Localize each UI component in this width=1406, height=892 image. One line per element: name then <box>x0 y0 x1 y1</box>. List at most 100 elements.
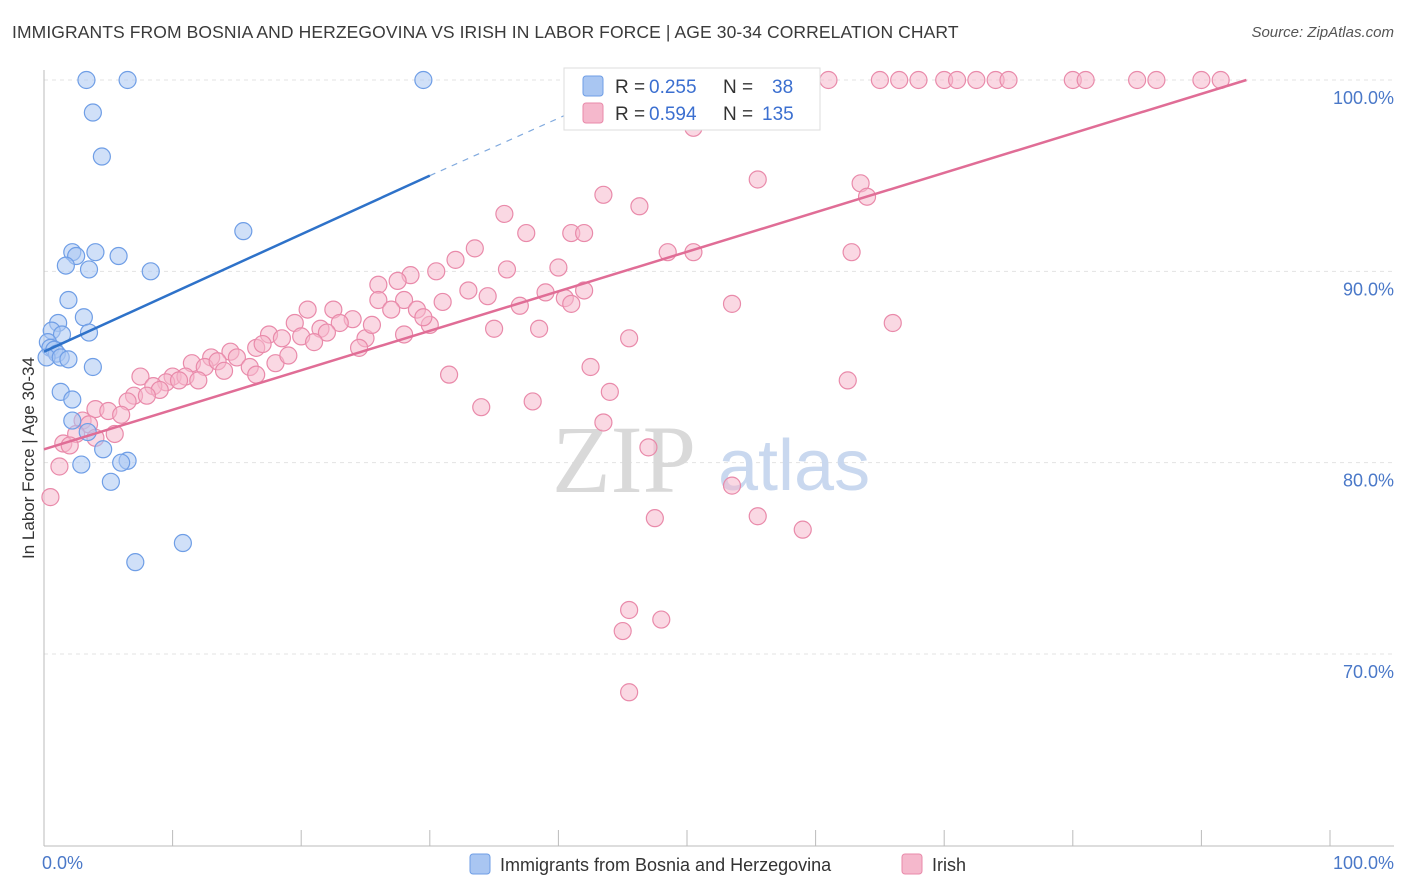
y-tick-label-70: 70.0% <box>1343 662 1394 682</box>
irish-point-38 <box>446 250 465 269</box>
legend-swatch-bosnia <box>582 75 604 97</box>
legend-box <box>563 67 821 131</box>
y-axis-title: In Labor Force | Age 30-34 <box>19 357 38 559</box>
irish-point-116 <box>620 600 639 620</box>
bosnia-point-26 <box>83 357 102 377</box>
irish-point-11 <box>947 70 967 90</box>
irish-point-37 <box>842 243 861 262</box>
legend-r-label-irish: R = <box>615 104 645 125</box>
irish-point-111 <box>722 476 742 495</box>
irish-point-124 <box>362 315 382 335</box>
bosnia-point-3 <box>83 103 102 122</box>
x-tick-label-min: 0.0% <box>42 853 83 873</box>
axes <box>43 70 1394 847</box>
irish-point-86 <box>169 371 189 390</box>
irish-point-101 <box>112 405 131 424</box>
irish-point-34 <box>465 239 484 258</box>
irish-point-45 <box>459 281 478 300</box>
bosnia-point-2 <box>414 70 433 90</box>
bosnia-point-33 <box>112 453 131 472</box>
irish-point-102 <box>594 413 613 432</box>
irish-point-98 <box>523 392 542 411</box>
irish-point-67 <box>272 329 292 348</box>
irish-point-16 <box>1076 70 1095 90</box>
y-tick-labels: 70.0% 80.0% 90.0% 100.0% <box>1333 88 1394 682</box>
y-tick-label-100: 100.0% <box>1333 88 1394 108</box>
legend-r-label-bosnia: R = <box>615 77 645 98</box>
irish-point-118 <box>613 621 632 641</box>
irish-point-125 <box>414 308 433 327</box>
irish-point-39 <box>427 262 446 281</box>
irish-point-127 <box>575 281 594 300</box>
legend-r-value-bosnia: 0.255 <box>649 77 697 98</box>
irish-point-49 <box>562 294 581 313</box>
irish-point-113 <box>645 509 664 528</box>
irish-point-72 <box>620 329 639 348</box>
irish-point-64 <box>530 319 549 338</box>
bosnia-point-36 <box>173 533 192 553</box>
irish-point-17 <box>1127 70 1147 90</box>
bottom-legend-swatch-bosnia <box>469 853 491 875</box>
irish-point-28 <box>594 185 613 204</box>
irish-point-110 <box>50 457 69 476</box>
irish-point-31 <box>517 223 536 243</box>
irish-point-69 <box>317 323 337 342</box>
series-legend: Immigrants from Bosnia and Herzegovina I… <box>469 853 966 875</box>
irish-point-50 <box>433 292 452 312</box>
watermark-zip: ZIP <box>552 406 696 513</box>
bosnia-point-4 <box>92 147 111 166</box>
legend-swatch-irish <box>582 102 604 124</box>
bosnia-point-28 <box>63 390 82 409</box>
irish-point-94 <box>137 386 156 405</box>
bottom-legend-swatch-irish <box>901 853 923 875</box>
irish-point-7 <box>870 70 890 90</box>
irish-point-57 <box>722 294 742 313</box>
irish-point-109 <box>639 438 658 457</box>
trendlines <box>43 78 1247 451</box>
bosnia-point-0 <box>77 70 96 90</box>
irish-point-97 <box>472 398 491 417</box>
bosnia-point-10 <box>56 256 75 275</box>
irish-point-25 <box>748 170 767 189</box>
irish-point-18 <box>1147 70 1166 90</box>
bosnia-point-14 <box>74 308 93 327</box>
legend-n-value-irish: 135 <box>762 104 794 125</box>
bosnia-point-12 <box>141 262 160 281</box>
irish-point-42 <box>549 258 568 277</box>
irish-point-87 <box>439 365 459 384</box>
irish-point-96 <box>600 382 619 401</box>
legend-n-label-irish: N = <box>723 104 753 125</box>
bosnia-point-35 <box>101 472 120 491</box>
irish-point-14 <box>999 70 1018 90</box>
bosnia-point-5 <box>234 222 253 241</box>
irish-point-65 <box>883 313 902 333</box>
x-tick-label-max: 100.0% <box>1333 853 1394 873</box>
bosnia-point-1 <box>118 70 137 90</box>
bottom-legend-label-irish: Irish <box>932 855 966 875</box>
irish-point-51 <box>369 290 388 310</box>
correlation-legend: R = 0.255 N = 38 R = 0.594 N = 135 <box>563 67 821 131</box>
irish-point-114 <box>793 520 812 539</box>
irish-point-41 <box>497 260 517 279</box>
bottom-legend-label-bosnia: Immigrants from Bosnia and Herzegovina <box>500 855 832 875</box>
legend-r-value-irish: 0.594 <box>649 104 697 125</box>
irish-point-52 <box>394 290 414 310</box>
irish-point-77 <box>227 348 246 367</box>
irish-point-89 <box>838 371 857 390</box>
irish-point-61 <box>330 313 349 333</box>
irish-point-29 <box>630 197 649 216</box>
chart-title: IMMIGRANTS FROM BOSNIA AND HERZEGOVINA V… <box>12 22 959 42</box>
irish-point-74 <box>253 334 272 354</box>
watermark-atlas: atlas <box>718 426 870 506</box>
irish-point-130 <box>279 346 298 365</box>
irish-point-46 <box>478 287 497 306</box>
irish-point-55 <box>382 300 401 319</box>
irish-point-112 <box>748 507 767 526</box>
irish-point-19 <box>1192 70 1211 90</box>
bosnia-point-31 <box>94 440 113 459</box>
series-irish-points <box>41 70 1230 702</box>
irish-point-119 <box>620 683 639 702</box>
chart-source: Source: ZipAtlas.com <box>1251 24 1394 41</box>
bosnia-point-29 <box>63 411 82 430</box>
